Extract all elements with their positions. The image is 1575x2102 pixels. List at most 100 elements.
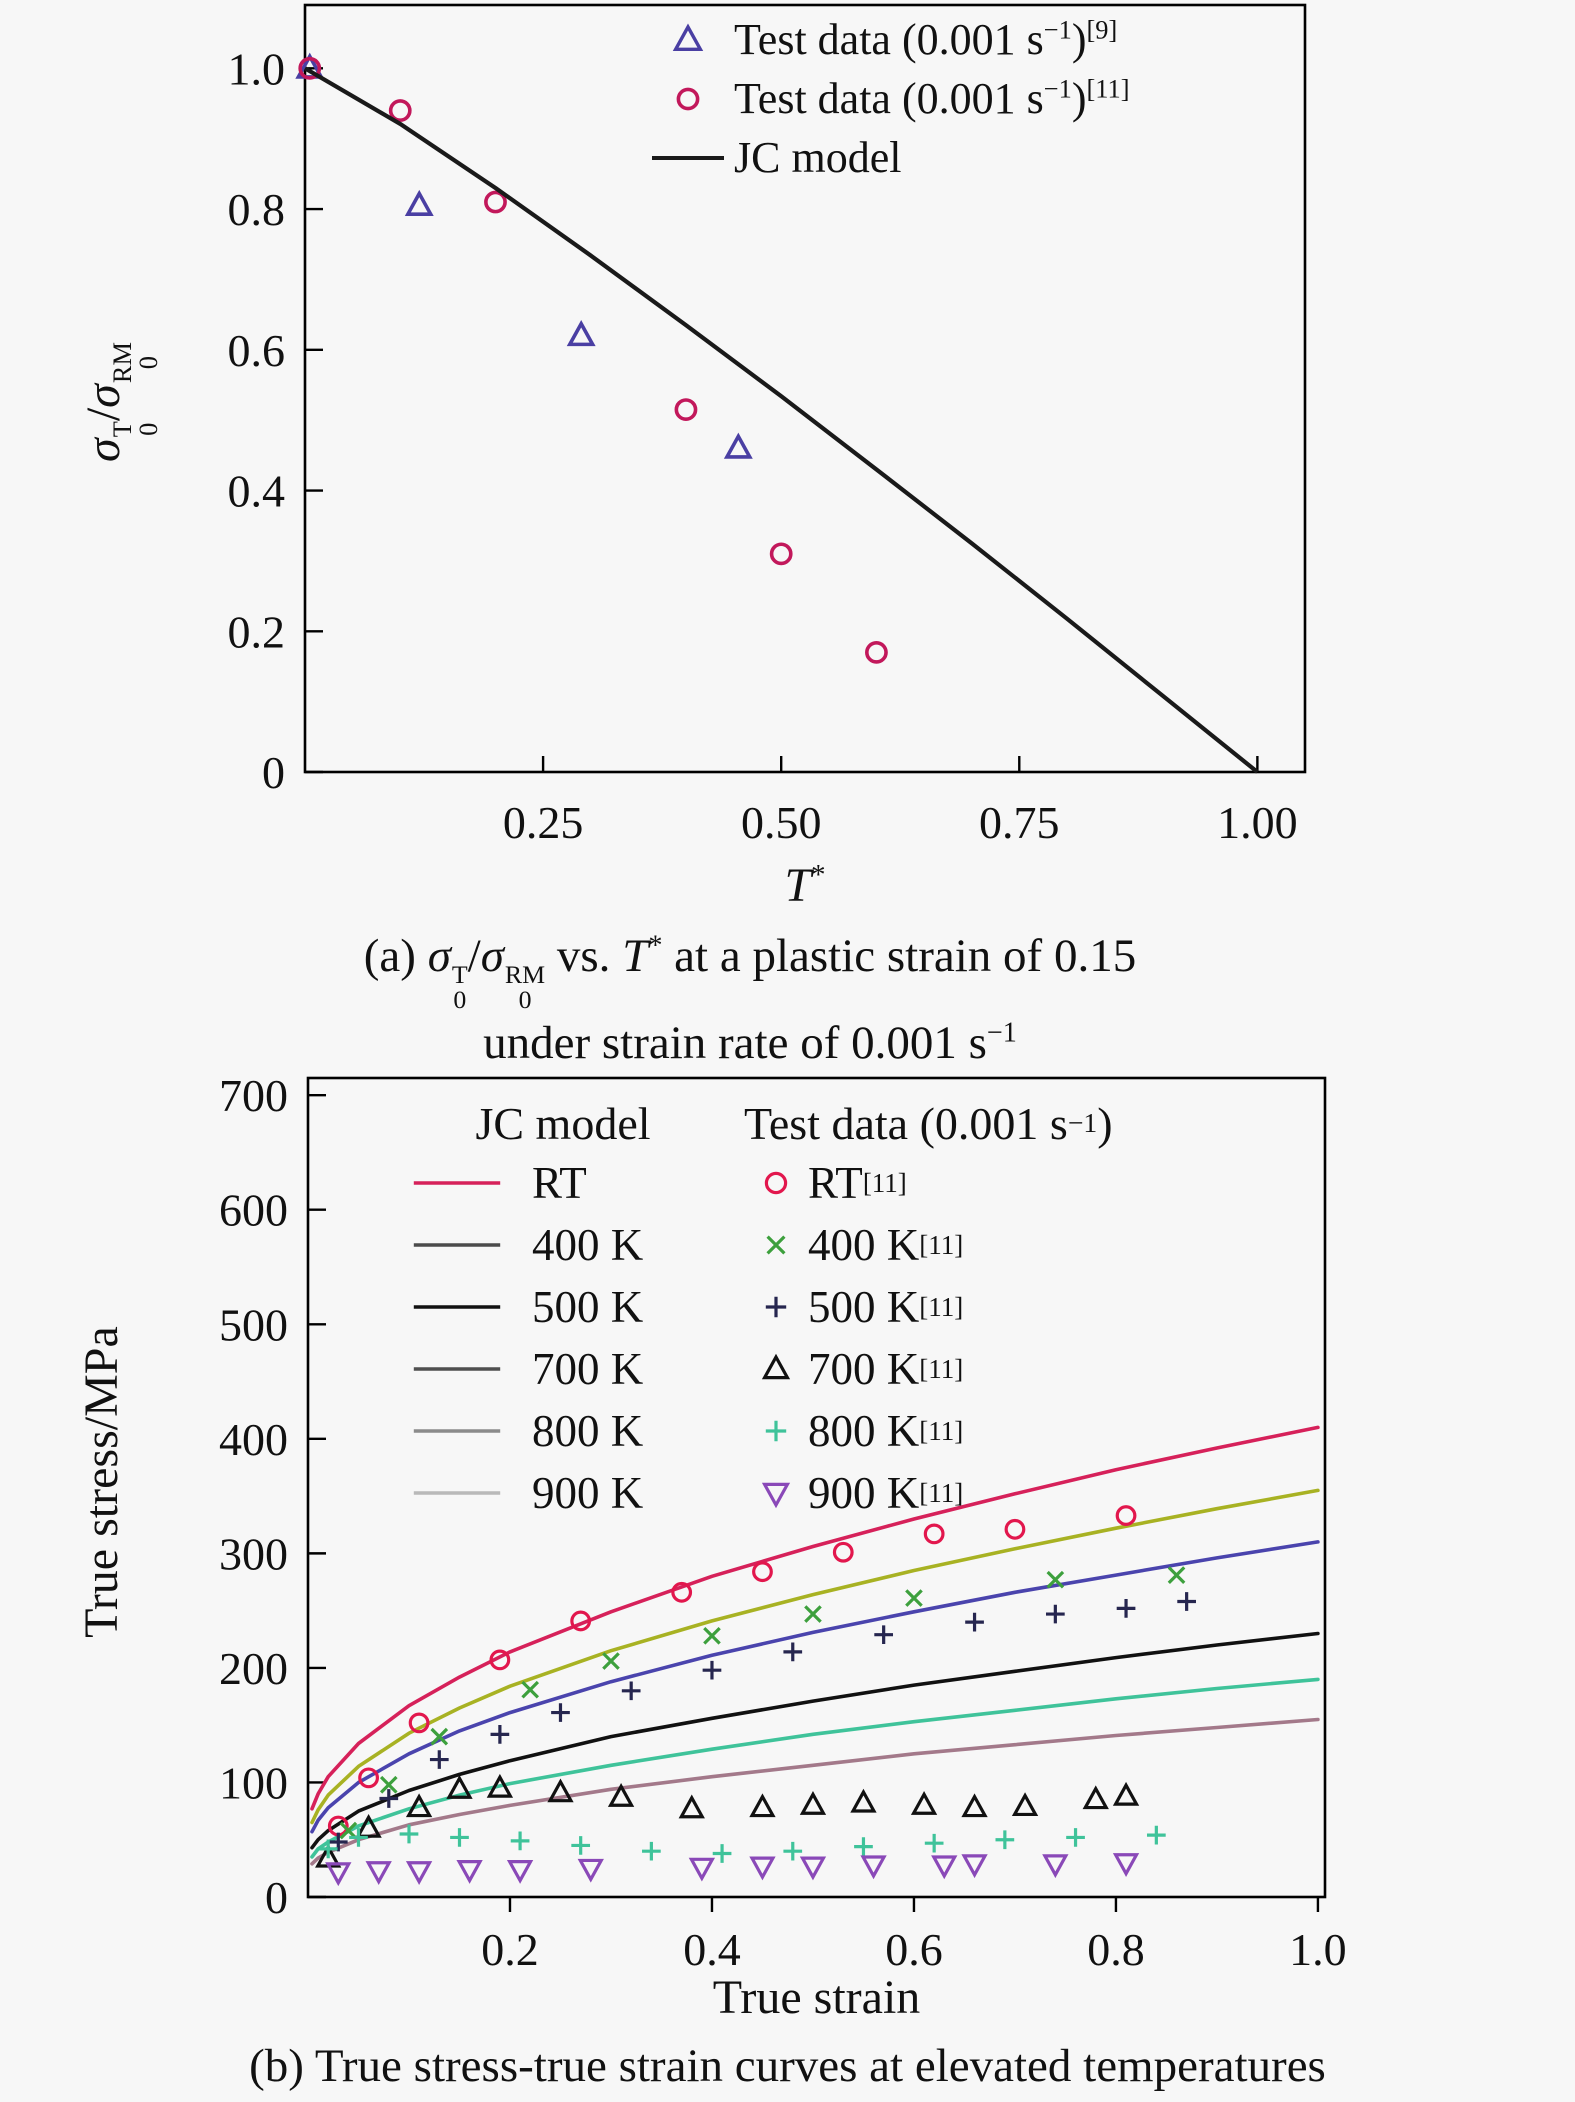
plus-marker bbox=[854, 1837, 873, 1856]
x-tick-label: 1.00 bbox=[1217, 797, 1298, 848]
circle-marker bbox=[671, 1581, 693, 1603]
plus-marker bbox=[642, 1841, 661, 1861]
x-marker bbox=[703, 1627, 721, 1645]
circle-marker bbox=[388, 99, 412, 122]
x-marker bbox=[379, 1775, 398, 1794]
axis-ticks: 1.0 0.8 0.6 0.4 0.2 0 0.25 0.50 0.75 1.00 bbox=[228, 43, 1298, 848]
triangle-up-marker bbox=[1112, 1781, 1140, 1806]
plot-frame bbox=[303, 3, 1307, 774]
legend-item-test9: Test data (0.001 s−1)[9] bbox=[652, 10, 1130, 69]
x-tick-label: 0.50 bbox=[741, 797, 822, 848]
plus-marker bbox=[349, 1828, 368, 1847]
plus-marker bbox=[965, 1612, 984, 1632]
circle-marker bbox=[764, 1171, 788, 1195]
triangle-up-marker bbox=[761, 1353, 791, 1380]
chart-b-x-axis-label: True strain bbox=[712, 1971, 921, 2024]
plus-marker bbox=[783, 1841, 803, 1861]
plus-marker bbox=[1066, 1828, 1085, 1847]
jc-curve-900-k bbox=[310, 1717, 1320, 1866]
triangle-down-marker bbox=[325, 1862, 352, 1887]
legend-marker-label: 700 K [11] bbox=[808, 1344, 964, 1394]
plus-marker bbox=[551, 1703, 570, 1722]
chart-a-caption: (a) σ T 0/σ RM 0 vs. T* at a plastic strain … bbox=[40, 926, 1460, 1073]
legend-marker-icon-triangle-up bbox=[744, 1338, 808, 1400]
plus-marker bbox=[702, 1660, 722, 1680]
legend-curve-label: RT bbox=[532, 1158, 587, 1208]
legend-header-test-data: Test data (0.001 s −1) bbox=[744, 1097, 1113, 1149]
testdata-900-k-ref-11 bbox=[325, 1853, 1140, 1887]
triangle-down-marker bbox=[405, 1861, 433, 1885]
triangle-up-marker bbox=[672, 22, 704, 51]
legend-header-jc-model: JC model bbox=[475, 1097, 651, 1149]
y-tick-label: 0 bbox=[265, 1872, 288, 1923]
legend-marker-icon-circle bbox=[744, 1152, 808, 1214]
triangle-up-marker bbox=[1011, 1792, 1039, 1817]
triangle-up-marker bbox=[1082, 1785, 1109, 1810]
chart-a-canvas: 1.0 0.8 0.6 0.4 0.2 0 0.25 0.50 0.75 1.00 bbox=[228, 3, 1307, 848]
series-circle bbox=[298, 56, 888, 664]
y-tick-label: 0 bbox=[262, 747, 285, 798]
circle-marker bbox=[1004, 1518, 1026, 1540]
x-tick-label: 0.25 bbox=[503, 797, 584, 848]
x-tick-label: 0.4 bbox=[683, 1924, 741, 1975]
plus-marker bbox=[1146, 1825, 1166, 1845]
chart-b-legend: JC model Test data (0.001 s −1) RT RT [11] 4… bbox=[382, 1094, 1228, 1524]
jc-curve-rt bbox=[310, 1425, 1320, 1811]
plus-marker bbox=[1116, 1598, 1136, 1618]
circle-marker bbox=[489, 1649, 511, 1671]
circle-marker bbox=[358, 1767, 379, 1789]
legend-item-test11: Test data (0.001 s−1)[11] bbox=[652, 69, 1130, 128]
jc-model-curve bbox=[303, 66, 1259, 774]
legend-marker-label: 500 K [11] bbox=[808, 1282, 964, 1332]
y-tick-label: 0.6 bbox=[228, 325, 286, 376]
y-tick-label: 100 bbox=[219, 1757, 288, 1808]
legend-label: Test data (0.001 s−1)[11] bbox=[734, 73, 1130, 123]
y-tick-label: 1.0 bbox=[228, 43, 286, 94]
triangle-up-marker bbox=[547, 1778, 574, 1803]
axis-ticks: 700 600 500 400 300 200 100 0 0.2 0.4 0.6 0.8 1.0 bbox=[219, 1070, 1347, 1975]
series-triangle-up bbox=[295, 52, 753, 459]
plus-marker bbox=[712, 1844, 732, 1863]
chart-b-canvas: 700 600 500 400 300 200 100 0 0.2 0.4 0.6 0.8 1.0 bbox=[219, 1070, 1347, 1975]
triangle-down-marker bbox=[365, 1861, 392, 1885]
plus-marker bbox=[510, 1831, 530, 1851]
jc-curve-400-k bbox=[310, 1488, 1320, 1825]
jc-curve-500-k bbox=[310, 1540, 1320, 1834]
x-tick-label: 1.0 bbox=[1289, 1924, 1347, 1975]
x-marker bbox=[430, 1727, 449, 1746]
plus-marker bbox=[328, 1832, 348, 1852]
plus-marker bbox=[399, 1824, 419, 1844]
circle-marker bbox=[298, 56, 322, 80]
testdata-700-k-ref-11 bbox=[315, 1773, 1140, 1868]
triangle-up-marker bbox=[678, 1794, 705, 1819]
plus-marker bbox=[1177, 1592, 1196, 1611]
legend-curve-label: 900 K bbox=[532, 1468, 644, 1518]
y-tick-label: 0.4 bbox=[228, 466, 286, 517]
x-marker bbox=[339, 1821, 358, 1840]
circle-marker-icon bbox=[676, 87, 700, 110]
legend-line-swatch-400-k bbox=[382, 1214, 532, 1276]
legend-marker-label: RT [11] bbox=[808, 1158, 907, 1208]
circle-marker bbox=[769, 542, 793, 566]
legend-line-swatch-rt bbox=[382, 1152, 532, 1214]
testdata-800-k-ref-11 bbox=[318, 1824, 1166, 1863]
circle-marker bbox=[408, 1712, 430, 1734]
x-marker bbox=[1167, 1566, 1186, 1584]
x-marker bbox=[905, 1589, 923, 1607]
y-tick-label: 700 bbox=[219, 1070, 288, 1121]
triangle-down-marker bbox=[688, 1857, 716, 1882]
x-marker bbox=[602, 1652, 620, 1670]
caption-a-line2: under strain rate of 0.001 s−1 bbox=[483, 1017, 1017, 1070]
legend-line-swatch-800-k bbox=[382, 1400, 532, 1462]
x-marker bbox=[766, 1235, 786, 1255]
legend-marker-icon-plus bbox=[744, 1276, 808, 1338]
y-tick-label: 300 bbox=[219, 1528, 288, 1579]
triangle-up-marker bbox=[486, 1773, 514, 1798]
plus-marker bbox=[429, 1750, 449, 1769]
triangle-up-marker bbox=[446, 1775, 473, 1799]
triangle-up-marker bbox=[607, 1783, 635, 1807]
triangle-up-marker bbox=[723, 432, 753, 459]
plus-marker bbox=[765, 1296, 787, 1318]
circle-marker bbox=[1115, 1505, 1137, 1526]
legend-curve-label: 400 K bbox=[532, 1220, 644, 1270]
